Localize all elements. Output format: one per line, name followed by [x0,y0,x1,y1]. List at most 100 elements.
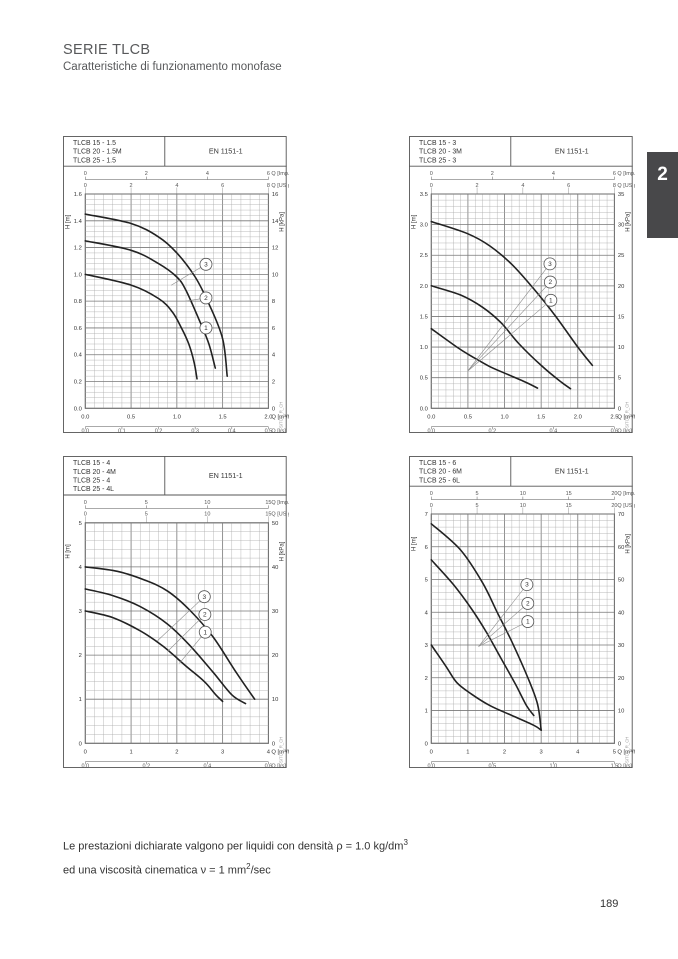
svg-text:1: 1 [466,749,469,755]
svg-text:1.5: 1.5 [537,414,545,420]
svg-text:0.2: 0.2 [74,380,82,386]
svg-text:3: 3 [203,593,207,600]
svg-text:0: 0 [618,741,621,747]
svg-text:60: 60 [618,544,624,550]
svg-text:10: 10 [272,697,278,703]
svg-text:TLCB 25 - 1.5: TLCB 25 - 1.5 [73,157,116,164]
svg-text:Q [Imp.gpm]: Q [Imp.gpm] [271,499,289,505]
svg-text:1: 1 [549,297,553,304]
svg-text:0.3: 0.3 [191,429,199,434]
svg-text:3: 3 [540,749,543,755]
svg-text:5: 5 [476,491,479,497]
svg-text:H [kPa]: H [kPa] [625,533,631,553]
svg-text:0.0: 0.0 [420,406,428,412]
svg-text:H [m]: H [m] [65,214,71,229]
svg-text:Q [Imp.gpm]: Q [Imp.gpm] [617,491,635,497]
svg-text:12: 12 [272,246,278,252]
svg-text:1.0: 1.0 [501,414,509,420]
svg-text:50: 50 [618,577,624,583]
svg-text:0.2: 0.2 [489,429,497,434]
svg-text:6: 6 [267,171,270,177]
svg-text:0.2: 0.2 [143,763,151,768]
svg-text:0.4: 0.4 [550,429,558,434]
svg-text:TLCB 15 - 4: TLCB 15 - 4 [73,460,110,467]
svg-text:1: 1 [425,708,428,714]
svg-text:0: 0 [425,741,428,747]
svg-text:H [m]: H [m] [65,543,71,558]
svg-text:2: 2 [79,653,82,659]
svg-text:2: 2 [203,611,207,618]
svg-text:TLCB 20 - 3M: TLCB 20 - 3M [419,149,462,156]
svg-text:0: 0 [430,502,433,508]
svg-text:4: 4 [521,183,524,189]
svg-text:TLCB 15 - 6: TLCB 15 - 6 [419,460,456,467]
svg-text:0: 0 [272,741,275,747]
svg-text:2: 2 [549,279,553,286]
svg-text:40: 40 [272,564,278,570]
svg-text:30: 30 [272,609,278,615]
svg-text:5: 5 [476,502,479,508]
svg-text:Q [l/s]: Q [l/s] [617,763,632,768]
svg-text:2: 2 [175,749,178,755]
svg-text:10: 10 [272,272,278,278]
svg-text:8: 8 [267,183,270,189]
svg-text:4: 4 [175,183,178,189]
svg-text:0.5: 0.5 [489,763,497,768]
svg-text:4: 4 [552,171,555,177]
svg-text:15: 15 [566,502,572,508]
svg-text:2: 2 [476,183,479,189]
svg-text:1.6: 1.6 [74,192,82,198]
svg-text:H [kPa]: H [kPa] [279,541,285,561]
svg-text:30: 30 [618,643,624,649]
svg-text:H [m]: H [m] [411,536,417,551]
svg-text:1: 1 [203,629,207,636]
svg-text:1: 1 [526,618,530,625]
svg-text:0: 0 [430,749,433,755]
svg-text:1: 1 [79,697,82,703]
svg-text:5: 5 [145,499,148,505]
svg-text:16: 16 [272,192,278,198]
svg-text:0.0: 0.0 [74,406,82,412]
svg-text:0.4: 0.4 [228,429,236,434]
svg-text:2: 2 [491,171,494,177]
svg-text:1.0: 1.0 [420,345,428,351]
svg-text:1.0: 1.0 [173,414,181,420]
svg-text:20: 20 [272,653,278,659]
svg-text:0.0: 0.0 [427,763,435,768]
svg-text:3: 3 [221,749,224,755]
svg-text:2.0: 2.0 [574,414,582,420]
svg-text:6: 6 [221,183,224,189]
svg-text:3: 3 [548,261,552,268]
svg-text:2: 2 [272,380,275,386]
svg-text:5: 5 [613,749,616,755]
svg-text:SITOL_R_CH: SITOL_R_CH [279,402,284,428]
svg-text:0: 0 [84,171,87,177]
svg-text:10: 10 [520,502,526,508]
svg-text:TLCB 20 - 4M: TLCB 20 - 4M [73,468,116,475]
svg-text:3.5: 3.5 [420,192,428,198]
svg-text:25: 25 [618,253,624,259]
svg-text:0: 0 [618,406,621,412]
svg-text:50: 50 [272,520,278,526]
svg-text:6: 6 [567,183,570,189]
svg-text:Q [US gpm]: Q [US gpm] [271,511,289,517]
svg-text:Q [Imp.gpm]: Q [Imp.gpm] [617,171,635,177]
svg-text:0: 0 [430,171,433,177]
svg-text:0.0: 0.0 [81,414,89,420]
svg-text:15: 15 [618,314,624,320]
svg-text:0: 0 [84,183,87,189]
svg-text:3: 3 [525,581,529,588]
svg-text:1.2: 1.2 [74,246,82,252]
svg-text:TLCB 15 - 1.5: TLCB 15 - 1.5 [73,140,116,147]
svg-text:0: 0 [430,183,433,189]
svg-text:3: 3 [79,609,82,615]
svg-text:EN 1151-1: EN 1151-1 [209,471,243,480]
svg-text:TLCB 25 - 4L: TLCB 25 - 4L [73,486,114,493]
svg-text:TLCB 20 - 1.5M: TLCB 20 - 1.5M [73,149,122,156]
svg-text:TLCB 25 - 3: TLCB 25 - 3 [419,157,456,164]
svg-text:0.5: 0.5 [127,414,135,420]
svg-text:0: 0 [79,741,82,747]
svg-text:Q [l/s]: Q [l/s] [271,429,286,434]
svg-text:10: 10 [618,708,624,714]
svg-text:5: 5 [425,577,428,583]
